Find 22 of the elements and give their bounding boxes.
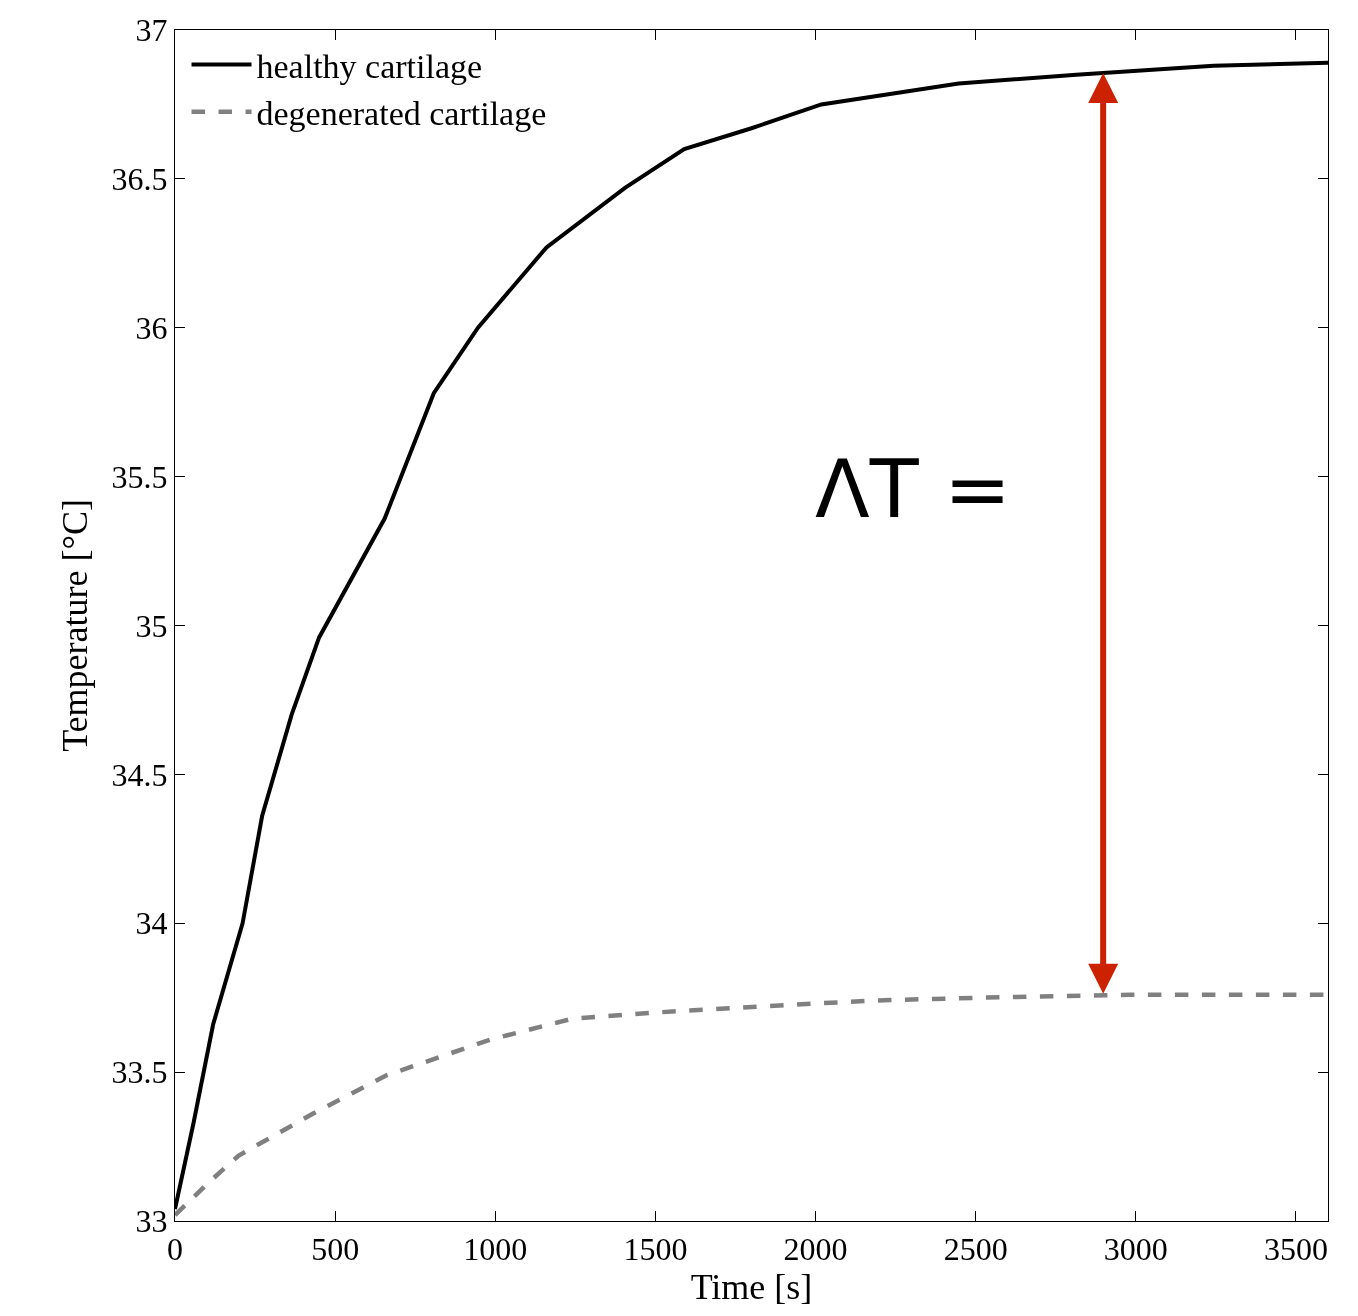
y-tick-label: 34.5: [111, 756, 168, 793]
y-tick-label: 36: [135, 309, 168, 346]
y-tick-label: 33.5: [111, 1054, 168, 1091]
x-axis-title: Time [s]: [690, 1267, 813, 1308]
y-tick-label: 35.5: [111, 458, 168, 495]
x-tick-label: 2500: [943, 1231, 1008, 1268]
annotation: ΛT =: [815, 443, 1012, 536]
legend-label: degenerated cartilage: [256, 95, 547, 133]
x-tick-label: 2000: [783, 1231, 848, 1268]
x-tick-label: 0: [167, 1231, 183, 1268]
y-axis-title: Temperature [°C]: [55, 499, 96, 752]
legend-label: healthy cartilage: [256, 47, 483, 85]
y-tick-label: 36.5: [111, 161, 168, 198]
y-tick-label: 33: [135, 1203, 168, 1240]
x-tick-label: 3000: [1103, 1231, 1168, 1268]
x-tick-label: 500: [311, 1231, 360, 1268]
x-tick-label: 1500: [623, 1231, 688, 1268]
x-tick-label: 3500: [1263, 1231, 1328, 1268]
y-tick-label: 35: [135, 607, 168, 644]
x-tick-label: 1000: [463, 1231, 528, 1268]
y-tick-label: 34: [135, 905, 168, 942]
y-tick-label: 37: [135, 12, 168, 49]
